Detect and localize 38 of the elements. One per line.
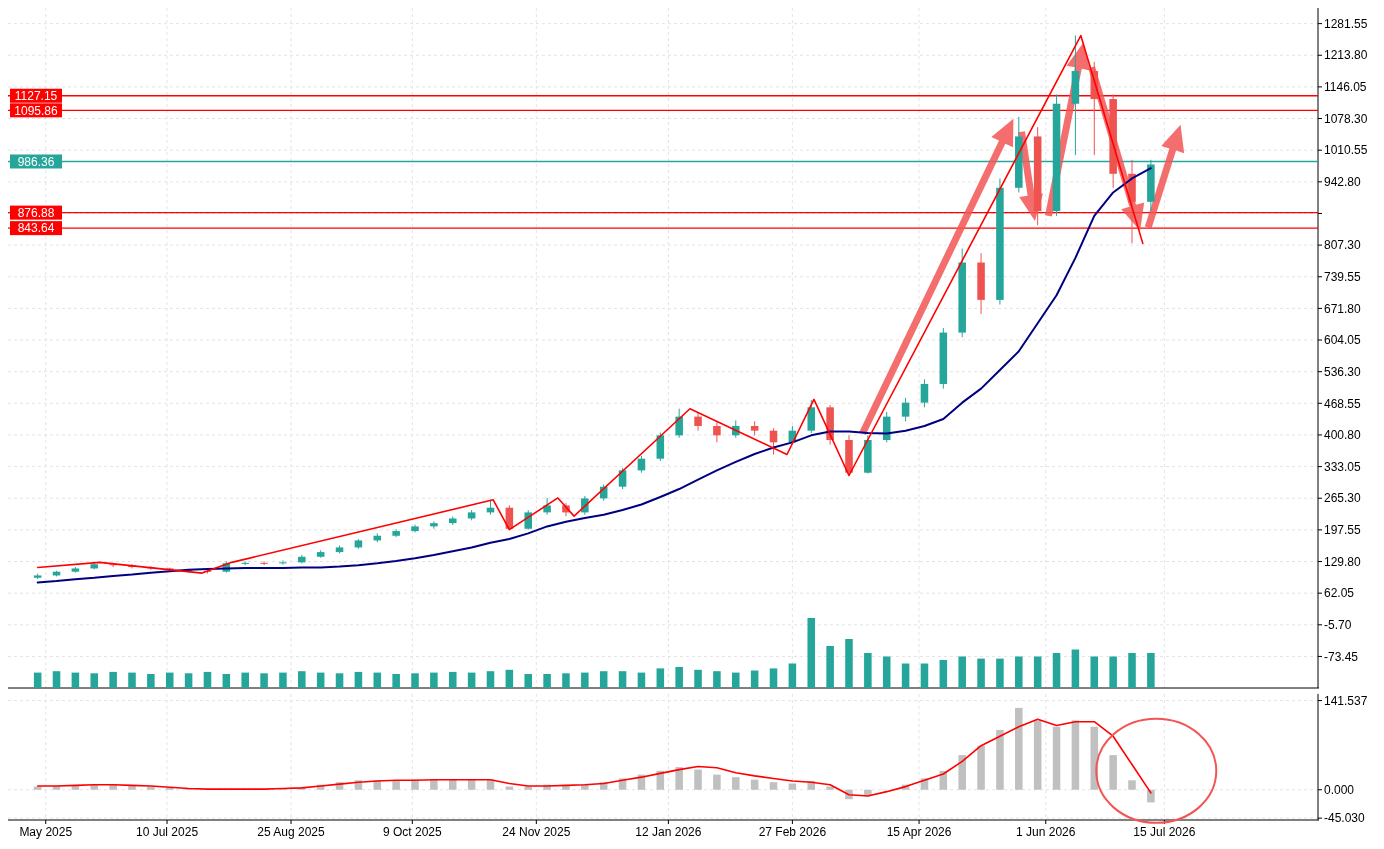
x-tick-label: 24 Nov 2025 <box>502 825 571 839</box>
y-tick-label: 536.30 <box>1324 364 1362 379</box>
ref-line-label: 876.88 <box>17 205 55 220</box>
y-tick-label: -73.45 <box>1324 649 1359 664</box>
x-tick-label: 15 Jul 2026 <box>1133 825 1196 839</box>
ref-line-label: 1095.86 <box>14 103 59 118</box>
y-tick-label: 197.55 <box>1324 523 1362 538</box>
y-tick-label: 807.30 <box>1324 238 1362 253</box>
y-tick-label: 942.80 <box>1324 175 1362 190</box>
y-tick-label: 265.30 <box>1324 491 1362 506</box>
y-tick-label: 141.537 <box>1324 693 1368 708</box>
y-tick-label: 1010.55 <box>1324 143 1368 158</box>
x-tick-label: 12 Jan 2026 <box>635 825 702 839</box>
y-tick-label: 129.80 <box>1324 554 1362 569</box>
y-tick-label: -5.70 <box>1324 618 1352 633</box>
ref-line-label: 843.64 <box>17 221 55 236</box>
ref-line-label: 986.36 <box>17 154 55 169</box>
x-tick-label: May 2025 <box>19 825 73 839</box>
y-tick-label: 671.80 <box>1324 301 1362 316</box>
y-tick-label: 1213.80 <box>1324 48 1368 63</box>
y-tick-label: 400.80 <box>1324 428 1362 443</box>
x-tick-label: 1 Jun 2026 <box>1016 825 1076 839</box>
y-tick-label: 1281.55 <box>1324 16 1368 31</box>
x-tick-label: 27 Feb 2026 <box>758 825 827 839</box>
y-tick-label: 0.000 <box>1324 782 1355 797</box>
y-tick-label: 739.55 <box>1324 269 1362 284</box>
y-tick-label: 604.05 <box>1324 333 1362 348</box>
x-tick-label: 25 Aug 2025 <box>257 825 326 839</box>
ref-line-label: 1127.15 <box>14 88 58 103</box>
x-tick-label: 15 Apr 2026 <box>886 825 952 839</box>
y-tick-label: 62.05 <box>1324 586 1355 601</box>
x-tick-label: 10 Jul 2025 <box>136 825 199 839</box>
y-tick-label: 1146.05 <box>1324 80 1367 95</box>
y-tick-label: 468.55 <box>1324 396 1362 411</box>
y-tick-label: -45.030 <box>1324 811 1366 826</box>
y-tick-label: 1078.30 <box>1324 111 1368 126</box>
x-tick-label: 9 Oct 2025 <box>382 825 442 839</box>
y-tick-label: 333.05 <box>1324 459 1362 474</box>
